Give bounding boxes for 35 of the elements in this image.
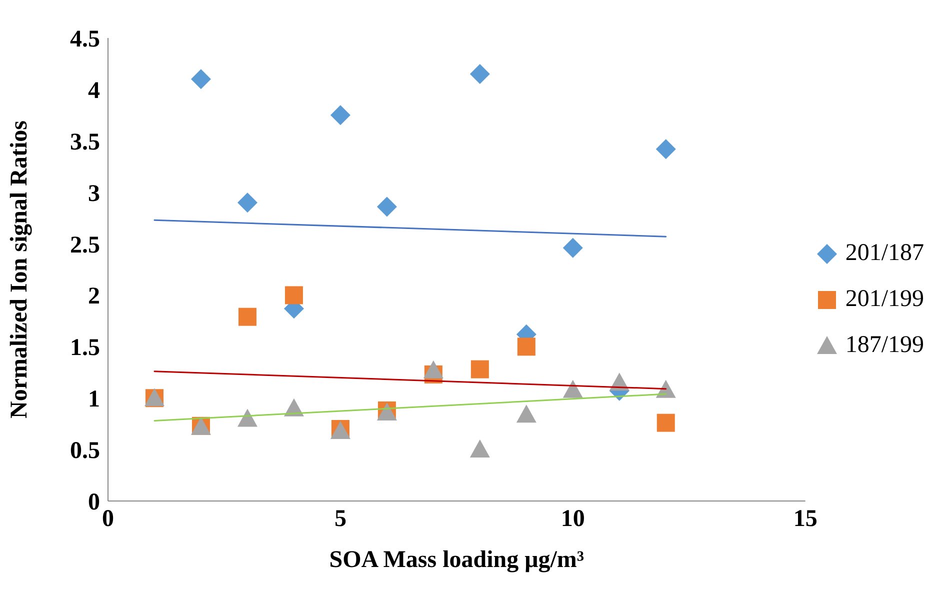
point xyxy=(284,286,303,304)
y-tick-label: 2.5 xyxy=(70,232,100,258)
point xyxy=(562,380,583,398)
point xyxy=(470,64,490,84)
y-axis-title: Normalized Ion signal Ratios xyxy=(6,120,33,419)
legend-label: 201/199 xyxy=(845,286,924,313)
legend-label: 187/199 xyxy=(845,332,924,359)
point xyxy=(376,196,397,217)
point xyxy=(190,69,211,90)
point xyxy=(423,360,444,378)
x-axis-title: SOA Mass loading μg/m³ xyxy=(329,547,584,573)
y-tick-label: 4.5 xyxy=(70,26,100,53)
legend-label: 201/187 xyxy=(845,240,924,267)
x-tick-label: 5 xyxy=(334,506,346,532)
point xyxy=(237,192,258,213)
point xyxy=(656,414,675,432)
point xyxy=(517,338,536,356)
y-tick-label: 0.5 xyxy=(70,438,100,464)
point xyxy=(330,105,350,126)
point xyxy=(562,238,583,258)
y-tick-label: 0 xyxy=(88,490,100,516)
x-tick-label: 15 xyxy=(793,506,818,532)
y-tick-label: 3 xyxy=(88,180,100,207)
point xyxy=(470,360,489,378)
point xyxy=(516,404,536,423)
y-tick-label: 2 xyxy=(88,284,100,310)
point xyxy=(656,139,676,160)
point xyxy=(470,440,490,458)
y-tick-label: 3.5 xyxy=(70,129,100,156)
point xyxy=(237,408,258,427)
point xyxy=(238,308,256,326)
y-tick-label: 1.5 xyxy=(70,335,100,362)
x-tick-label: 10 xyxy=(560,506,585,532)
y-tick-label: 1 xyxy=(88,386,100,413)
y-tick-label: 4 xyxy=(88,78,100,104)
